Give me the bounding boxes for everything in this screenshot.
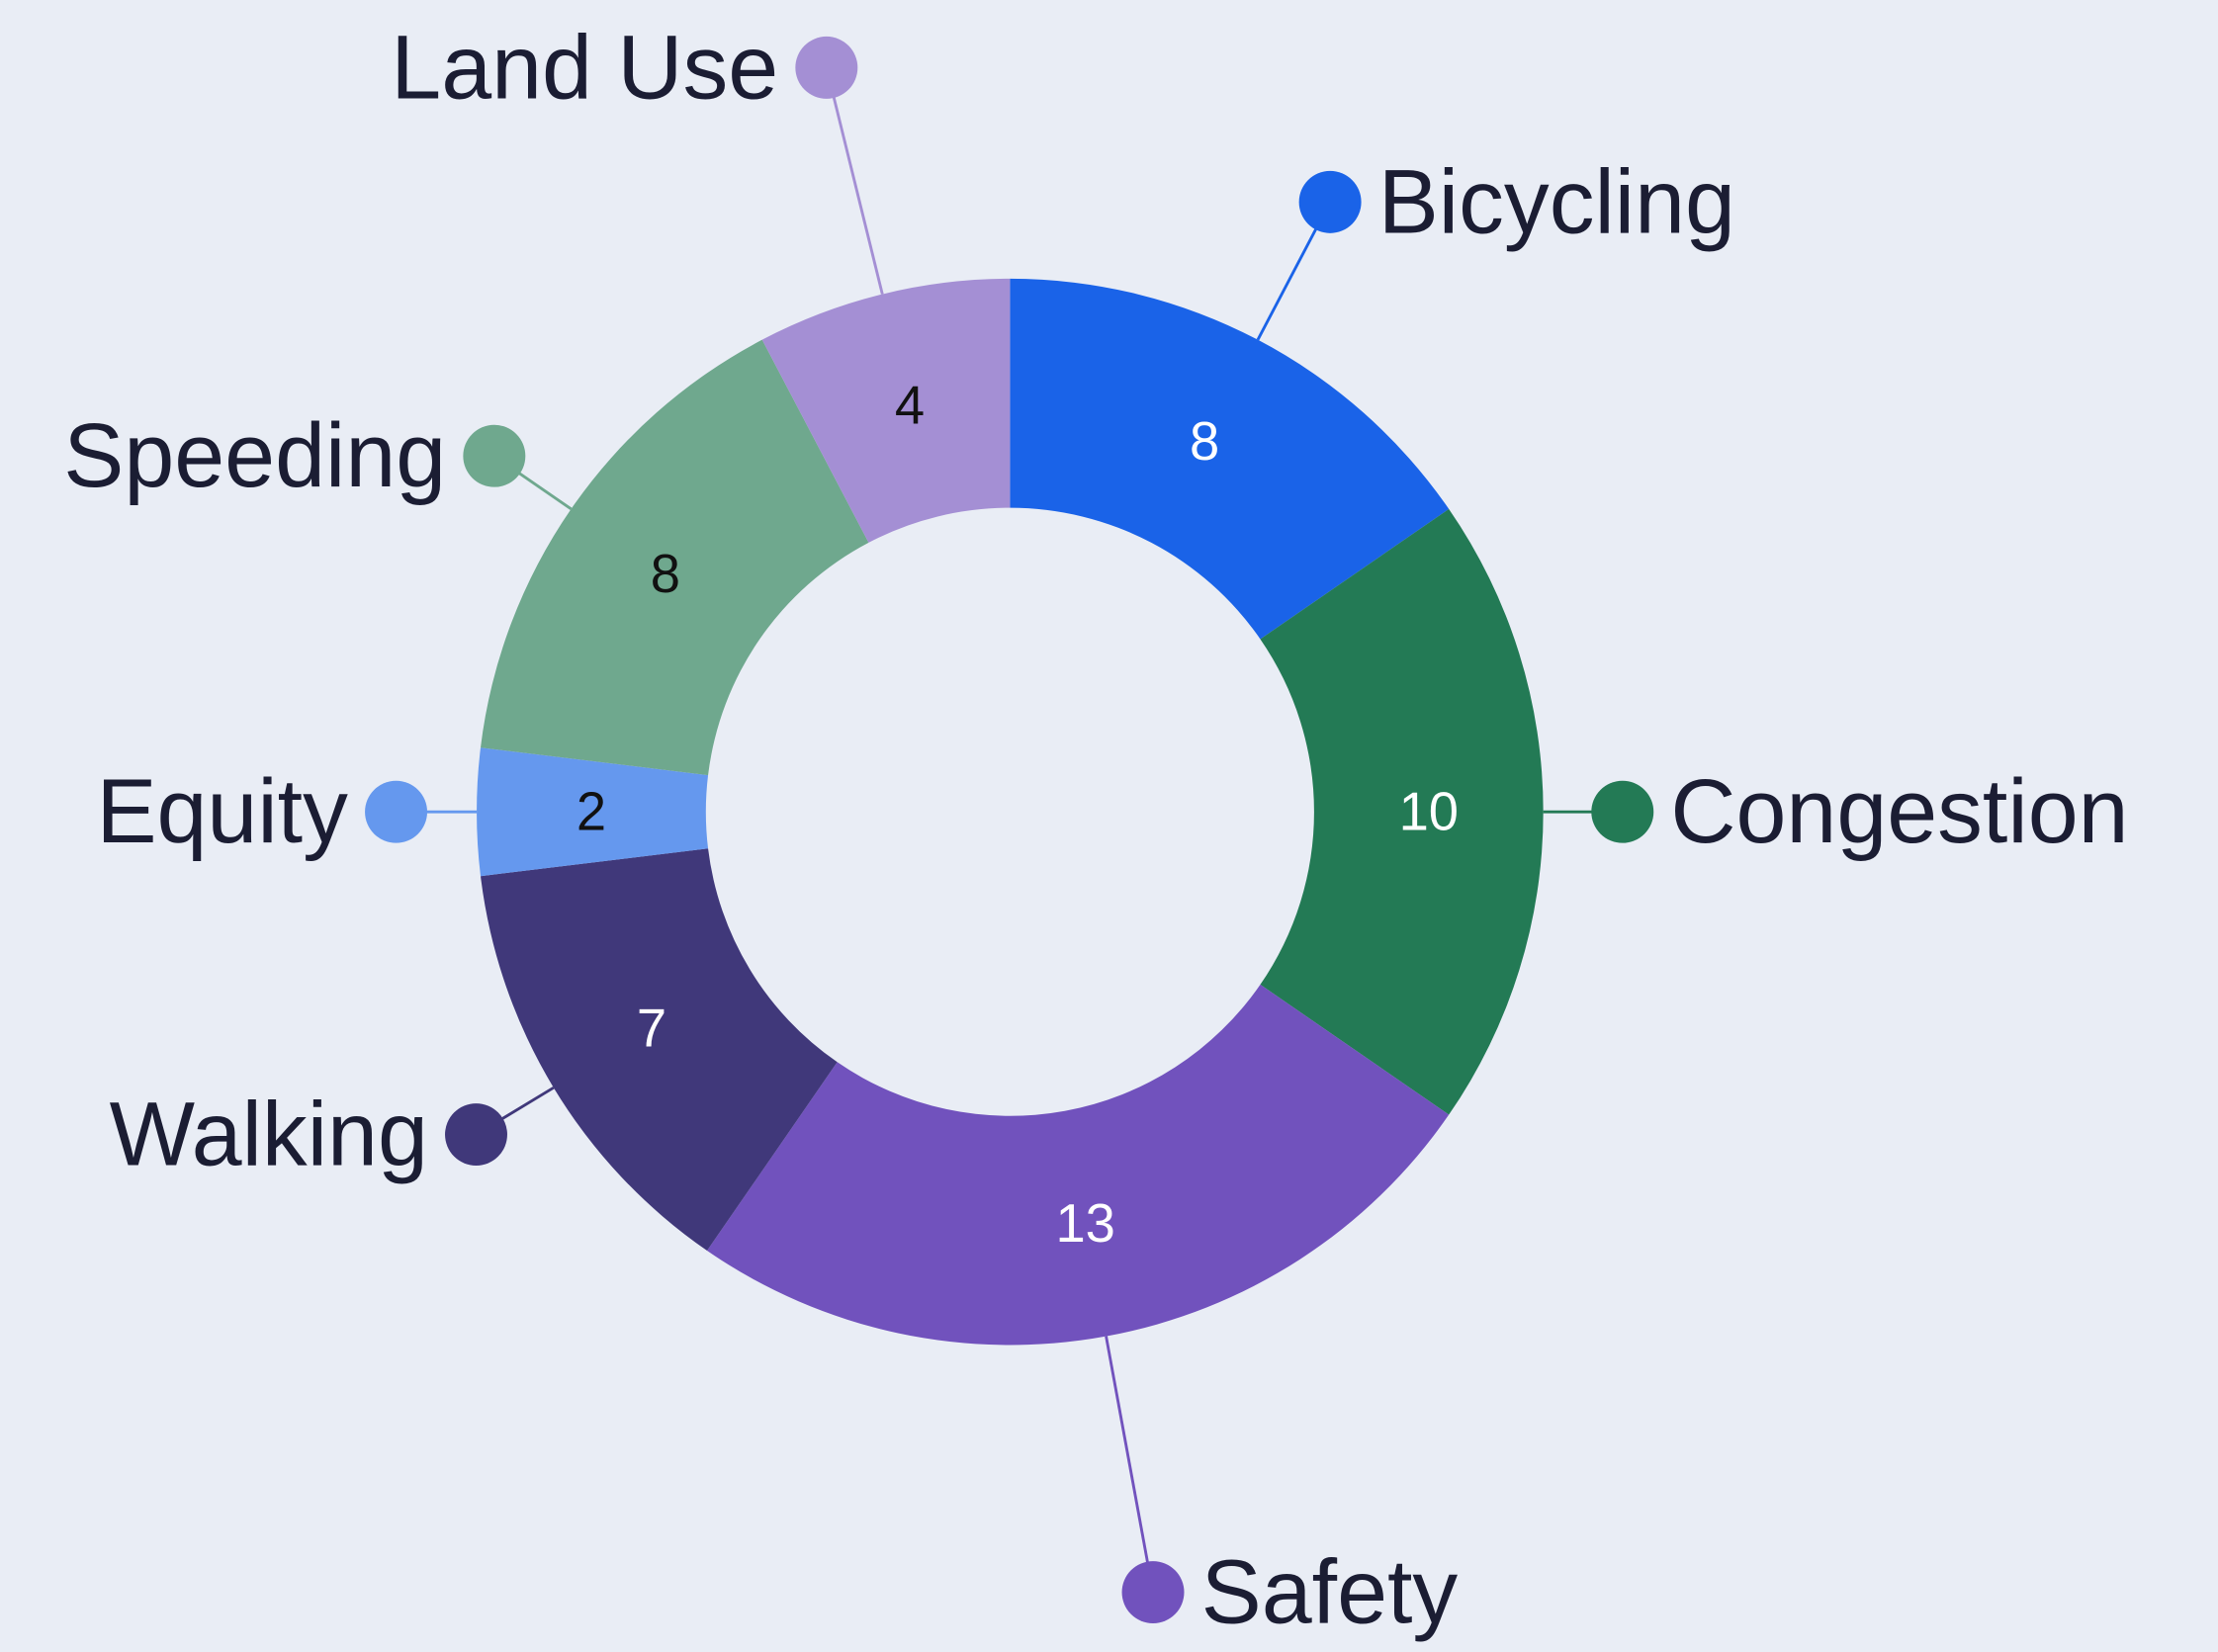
donut-segment xyxy=(761,278,1011,543)
value-label: 7 xyxy=(637,999,666,1059)
leader-line xyxy=(1105,1336,1155,1593)
donut-segment xyxy=(481,848,838,1252)
category-label: Bicycling xyxy=(1378,151,1735,252)
category-label: Speeding xyxy=(63,405,446,506)
value-label: 2 xyxy=(577,782,606,842)
value-label: 10 xyxy=(1399,782,1459,842)
legend-dot xyxy=(445,1103,507,1167)
donut-segment xyxy=(481,339,869,776)
value-label: 13 xyxy=(1055,1193,1114,1254)
donut-segment xyxy=(1260,508,1544,1115)
legend-dot xyxy=(795,36,858,99)
legend-dot xyxy=(1298,170,1362,233)
value-label: 8 xyxy=(651,544,680,604)
legend-dot xyxy=(463,424,526,487)
category-label: Equity xyxy=(96,761,348,862)
legend-dot xyxy=(1591,780,1654,843)
category-label: Congestion xyxy=(1670,761,2128,862)
category-label: Walking xyxy=(110,1085,428,1185)
donut-segment xyxy=(707,984,1450,1346)
category-label: Safety xyxy=(1201,1542,1459,1643)
donut-segment xyxy=(477,747,709,877)
legend-dot xyxy=(1121,1561,1185,1624)
value-label: 4 xyxy=(895,376,925,436)
legend-dot xyxy=(365,780,428,843)
donut-segment xyxy=(1010,278,1450,640)
leader-line xyxy=(825,67,884,295)
value-label: 8 xyxy=(1190,411,1219,472)
category-label: Land Use xyxy=(391,17,778,118)
